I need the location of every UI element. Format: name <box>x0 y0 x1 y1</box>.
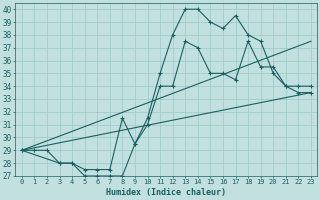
X-axis label: Humidex (Indice chaleur): Humidex (Indice chaleur) <box>106 188 226 197</box>
